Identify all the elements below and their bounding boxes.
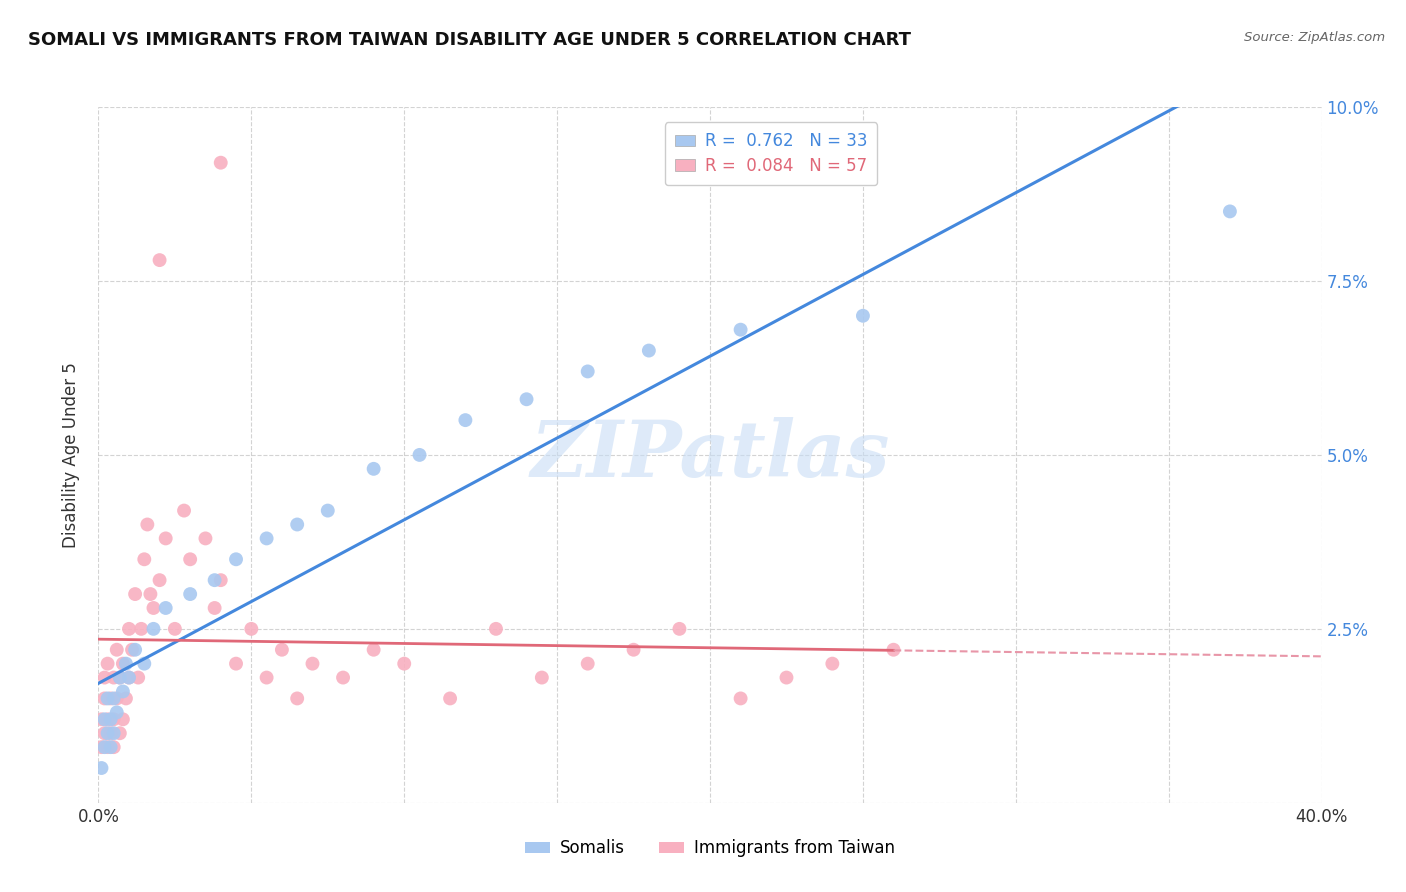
Point — [93, 691, 115, 706]
Point — [883, 642, 905, 657]
Legend: Somalis, Immigrants from Taiwan: Somalis, Immigrants from Taiwan — [519, 833, 901, 864]
Text: ZIPatlas: ZIPatlas — [530, 417, 890, 493]
Point — [93, 726, 115, 740]
Point — [240, 622, 263, 636]
Point — [225, 657, 247, 671]
Point — [730, 323, 752, 337]
Point — [97, 691, 120, 706]
Point — [136, 517, 159, 532]
Point — [139, 587, 162, 601]
Point — [121, 642, 143, 657]
Point — [285, 691, 308, 706]
Point — [100, 712, 122, 726]
Point — [301, 657, 323, 671]
Point — [204, 573, 226, 587]
Point — [408, 448, 430, 462]
Point — [103, 740, 125, 755]
Point — [108, 726, 131, 740]
Point — [852, 309, 875, 323]
Point — [103, 712, 125, 726]
Point — [316, 503, 339, 517]
Point — [90, 761, 112, 775]
Point — [124, 587, 146, 601]
Point — [225, 552, 247, 566]
Point — [124, 642, 146, 657]
Point — [285, 517, 308, 532]
Point — [204, 601, 226, 615]
Point — [105, 691, 128, 706]
Point — [256, 532, 278, 546]
Point — [155, 601, 177, 615]
Point — [118, 622, 141, 636]
Point — [127, 671, 149, 685]
Point — [111, 684, 134, 698]
Point — [576, 364, 599, 378]
Point — [332, 671, 354, 685]
Point — [115, 691, 138, 706]
Point — [90, 740, 112, 755]
Point — [270, 642, 292, 657]
Point — [103, 726, 125, 740]
Point — [530, 671, 553, 685]
Y-axis label: Disability Age Under 5: Disability Age Under 5 — [62, 362, 80, 548]
Point — [363, 462, 385, 476]
Point — [392, 657, 416, 671]
Point — [1219, 204, 1241, 219]
Point — [93, 671, 115, 685]
Point — [97, 726, 120, 740]
Point — [576, 657, 599, 671]
Point — [179, 587, 201, 601]
Point — [155, 532, 177, 546]
Point — [134, 657, 156, 671]
Point — [103, 671, 125, 685]
Point — [142, 601, 165, 615]
Point — [439, 691, 461, 706]
Point — [637, 343, 661, 358]
Point — [775, 671, 797, 685]
Point — [163, 622, 186, 636]
Point — [93, 740, 115, 755]
Point — [111, 712, 134, 726]
Point — [149, 573, 172, 587]
Point — [103, 691, 125, 706]
Point — [97, 657, 120, 671]
Point — [111, 657, 134, 671]
Point — [118, 671, 141, 685]
Point — [105, 706, 128, 720]
Point — [363, 642, 385, 657]
Point — [179, 552, 201, 566]
Point — [256, 671, 278, 685]
Point — [149, 253, 172, 268]
Point — [730, 691, 752, 706]
Point — [623, 642, 645, 657]
Point — [194, 532, 217, 546]
Point — [173, 503, 195, 517]
Point — [108, 671, 131, 685]
Point — [100, 691, 122, 706]
Point — [516, 392, 538, 407]
Text: SOMALI VS IMMIGRANTS FROM TAIWAN DISABILITY AGE UNDER 5 CORRELATION CHART: SOMALI VS IMMIGRANTS FROM TAIWAN DISABIL… — [28, 31, 911, 49]
Point — [129, 622, 152, 636]
Point — [97, 740, 120, 755]
Point — [118, 671, 141, 685]
Point — [100, 740, 122, 755]
Point — [115, 657, 138, 671]
Point — [209, 573, 232, 587]
Point — [93, 712, 115, 726]
Point — [668, 622, 690, 636]
Point — [97, 712, 120, 726]
Point — [485, 622, 508, 636]
Point — [90, 712, 112, 726]
Text: Source: ZipAtlas.com: Source: ZipAtlas.com — [1244, 31, 1385, 45]
Point — [105, 642, 128, 657]
Point — [108, 671, 131, 685]
Point — [821, 657, 844, 671]
Point — [100, 726, 122, 740]
Point — [142, 622, 165, 636]
Point — [454, 413, 477, 427]
Point — [134, 552, 156, 566]
Point — [209, 155, 232, 169]
